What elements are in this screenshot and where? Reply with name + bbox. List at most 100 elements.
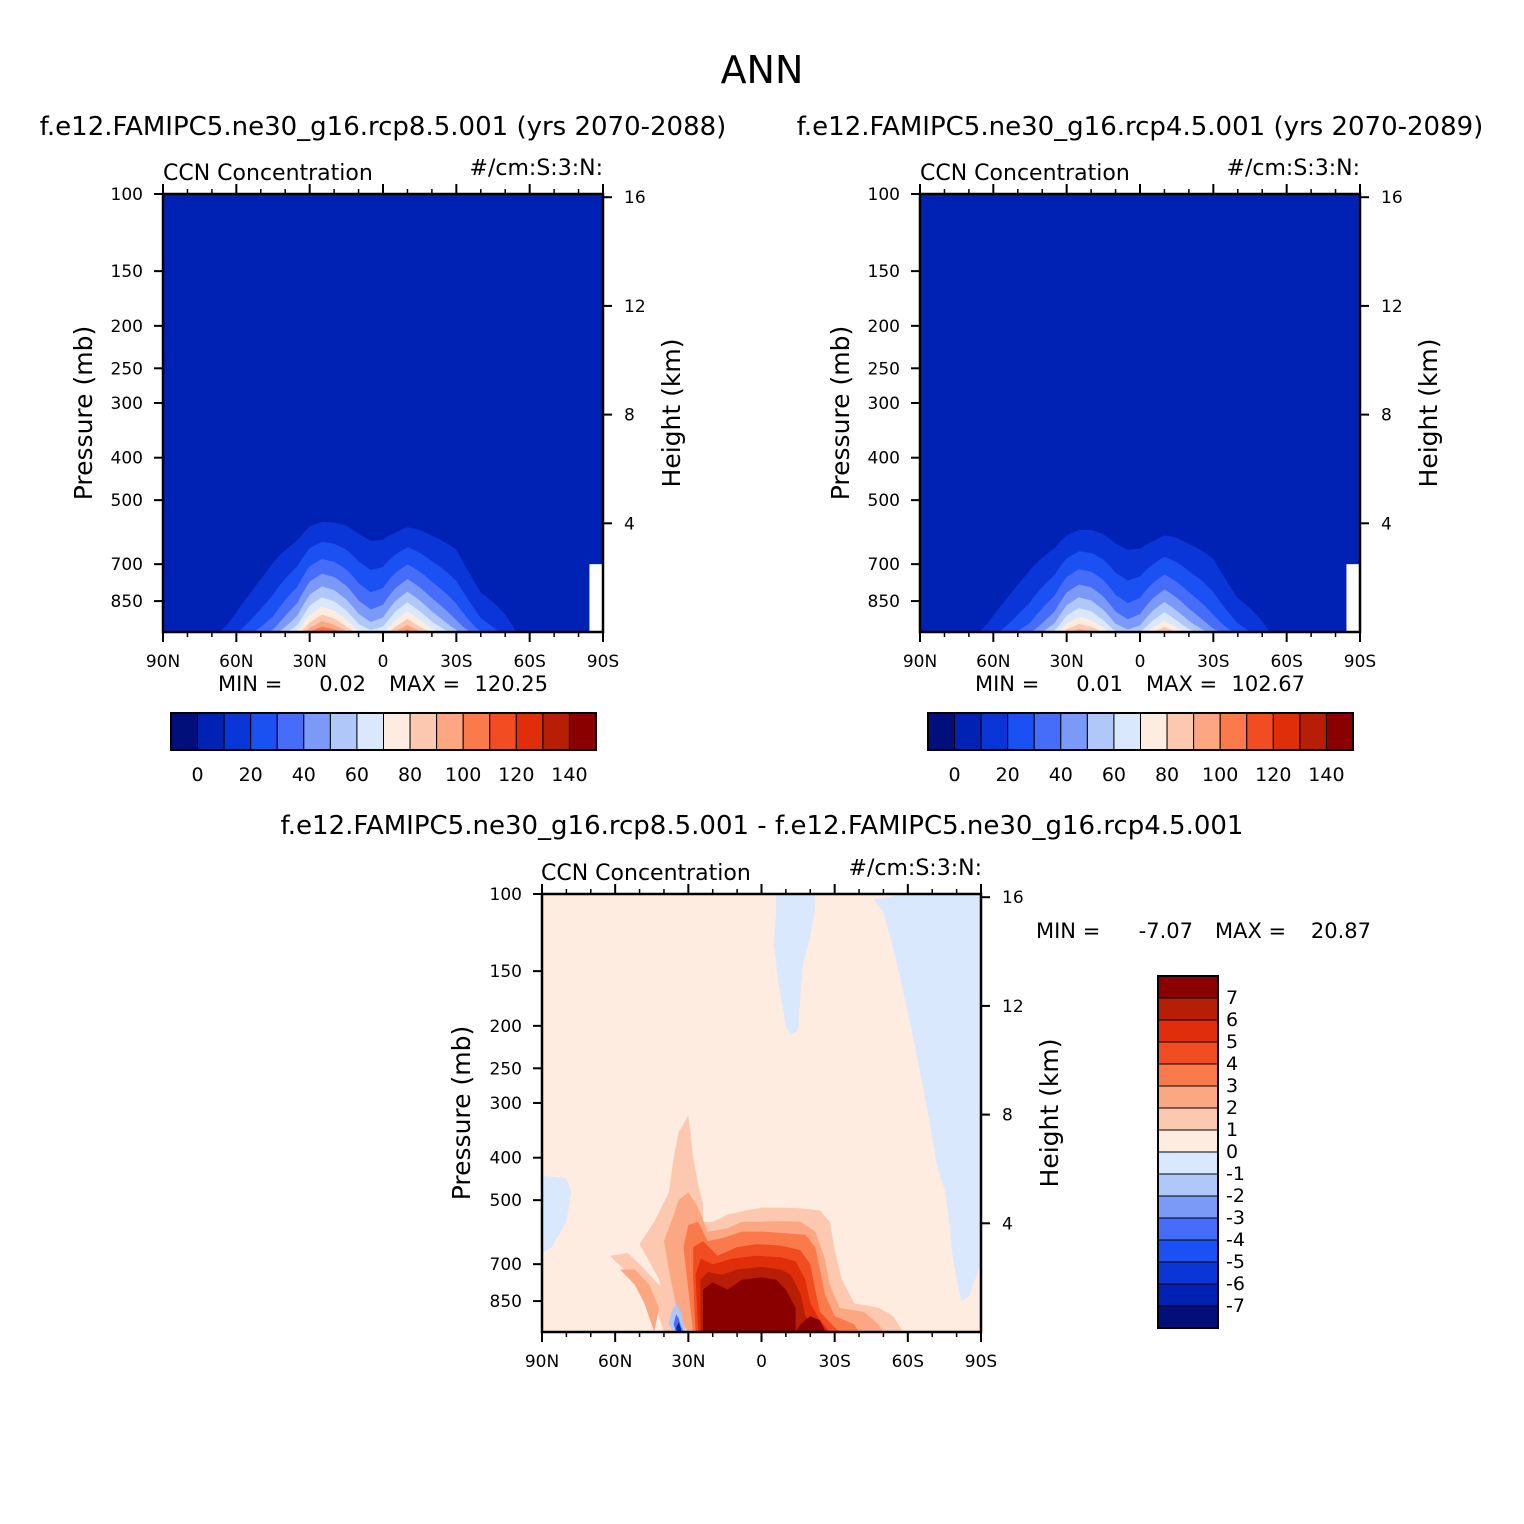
y-tick-label: 300 [111, 394, 143, 414]
y-axis-right-label: Height (km) [1414, 339, 1443, 488]
x-tick-label: 60S [513, 652, 545, 672]
colorbar-swatch [197, 712, 225, 751]
colorbar-tick-label: -2 [1226, 1185, 1245, 1207]
colorbar-swatch [1325, 712, 1354, 751]
contour-band [163, 559, 603, 632]
contour-band [163, 586, 603, 632]
colorbar-swatch [1113, 712, 1141, 751]
colorbar-swatch [436, 712, 464, 751]
y-tick-label: 200 [868, 317, 900, 337]
x-tick-label: 60N [976, 652, 1010, 672]
contour-band-missing [589, 564, 603, 632]
contour-band [920, 584, 1360, 632]
y-tick-label: 500 [111, 491, 143, 511]
y-tick-label: 250 [490, 1059, 522, 1079]
colorbar-swatch [1157, 975, 1219, 999]
min-label: MIN = [1036, 919, 1100, 943]
y-right-tick-label: 16 [1381, 188, 1403, 208]
y-tick-label: 850 [490, 1292, 522, 1312]
min-label: MIN = [975, 672, 1039, 696]
x-tick-label: 90N [903, 652, 937, 672]
y-tick-label: 100 [490, 885, 522, 905]
colorbar-swatch [1157, 1261, 1219, 1285]
y-tick-label: 500 [868, 491, 900, 511]
y-tick-label: 850 [868, 592, 900, 612]
contour-band [163, 541, 603, 632]
colorbar-swatch [980, 712, 1009, 751]
colorbar-swatch [223, 712, 252, 751]
y-tick-label: 150 [868, 262, 900, 282]
y-tick-label: 400 [111, 449, 143, 469]
colorbar-swatch [356, 712, 384, 751]
y-tick-label: 700 [111, 555, 143, 575]
colorbar-tick-label: 100 [445, 764, 481, 786]
colorbar-tick-label: 140 [551, 764, 587, 786]
x-tick-label: 0 [378, 652, 389, 672]
y-right-tick-label: 8 [624, 406, 635, 426]
y-axis-right-label: Height (km) [657, 339, 686, 488]
colorbar-swatch [1157, 1107, 1219, 1131]
x-tick-label: 60S [1270, 652, 1302, 672]
colorbar-tick-label: 0 [1226, 1141, 1238, 1163]
contour-band [920, 551, 1360, 632]
colorbar-swatch [1166, 712, 1195, 751]
y-axis-right-label: Height (km) [1035, 1039, 1064, 1188]
colorbar-frame [927, 712, 1354, 751]
x-tick-label: 90S [965, 1352, 997, 1372]
colorbar-tick-label: 120 [498, 764, 534, 786]
colorbar-tick-label: 20 [996, 764, 1020, 786]
colorbar-tick-label: -1 [1226, 1163, 1245, 1185]
y-tick-label: 400 [868, 449, 900, 469]
plot-axes: 100 150 200 250 300 400 500 700 850 16 12 8 4 90N 60N 3… [490, 884, 1024, 1372]
x-tick-label: 0 [1135, 652, 1146, 672]
colorbar: 0 20 40 60 80 100 120 140 [170, 712, 597, 786]
colorbar-swatch [1033, 712, 1062, 751]
y-tick-label: 250 [868, 359, 900, 379]
max-value: 20.87 [1311, 919, 1371, 943]
colorbar-swatch [1060, 712, 1088, 751]
y-tick-label: 400 [490, 1149, 522, 1169]
colorbar-tick-label: 0 [192, 764, 204, 786]
y-right-tick-label: 16 [624, 188, 646, 208]
contour-band-negative [773, 894, 816, 1036]
y-tick-label: 100 [111, 185, 143, 205]
colorbar-swatch [250, 712, 278, 751]
panel-units-label: #/cm:S:3:N: [1227, 156, 1360, 181]
panel-left-label: CCN Concentration [920, 161, 1130, 186]
y-tick-label: 300 [868, 394, 900, 414]
x-tick-label: 60S [892, 1352, 924, 1372]
colorbar-tick-label: 80 [398, 764, 422, 786]
colorbar-tick-label: 40 [1049, 764, 1073, 786]
colorbar-swatch [1219, 712, 1248, 751]
y-tick-label: 200 [111, 317, 143, 337]
contour-band-negative [542, 1175, 572, 1253]
colorbar-tick-label: 80 [1155, 764, 1179, 786]
plot-axes: 100 150 200 250 300 400 500 700 850 16 12 8 4 90N 60N 3… [111, 184, 646, 672]
y-tick-label: 250 [111, 359, 143, 379]
panel-units-label: #/cm:S:3:N: [470, 156, 603, 181]
colorbar-swatch [409, 712, 438, 751]
x-tick-label: 30N [671, 1352, 705, 1372]
y-axis-label: Pressure (mb) [826, 326, 855, 500]
colorbar-tick-label: 0 [949, 764, 961, 786]
panel-title: f.e12.FAMIPC5.ne30_g16.rcp8.5.001 (yrs 2… [40, 112, 727, 142]
colorbar-tick-label: -4 [1226, 1229, 1245, 1251]
contour-plot [920, 194, 1360, 632]
colorbar-tick-label: 100 [1202, 764, 1238, 786]
colorbar-tick-label: 140 [1308, 764, 1344, 786]
contour-band-positive-7 [795, 1316, 830, 1332]
colorbar-swatch [1299, 712, 1327, 751]
max-value: 102.67 [1232, 672, 1305, 696]
y-tick-label: 150 [490, 962, 522, 982]
max-value: 120.25 [475, 672, 548, 696]
contour-band-missing [1346, 564, 1360, 632]
contour-band-positive-7 [703, 1277, 796, 1332]
colorbar-swatch [1157, 1195, 1219, 1219]
colorbar-swatch [927, 712, 956, 751]
colorbar-swatch [462, 712, 491, 751]
colorbar-swatch [1272, 712, 1301, 751]
contour-band-positive-2 [620, 1269, 660, 1332]
colorbar-tick-label: 60 [345, 764, 369, 786]
x-tick-label: 30S [1197, 652, 1229, 672]
